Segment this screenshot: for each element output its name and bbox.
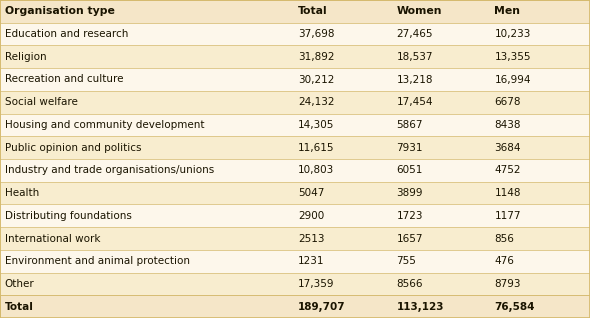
Text: 1231: 1231 (298, 256, 324, 266)
Bar (0, 0, 590, 23)
Text: 31,892: 31,892 (298, 52, 335, 62)
Bar (0, 273, 590, 295)
Text: Men: Men (494, 6, 520, 16)
Text: Distributing foundations: Distributing foundations (5, 211, 132, 221)
Bar (0, 91, 590, 114)
Text: Environment and animal protection: Environment and animal protection (5, 256, 190, 266)
Text: 3899: 3899 (396, 188, 423, 198)
Text: 13,218: 13,218 (396, 74, 433, 85)
Text: Industry and trade organisations/unions: Industry and trade organisations/unions (5, 165, 214, 175)
Bar (0, 204, 590, 227)
Text: 18,537: 18,537 (396, 52, 433, 62)
Text: 13,355: 13,355 (494, 52, 531, 62)
Text: 5867: 5867 (396, 120, 423, 130)
Text: 476: 476 (494, 256, 514, 266)
Text: 6678: 6678 (494, 97, 521, 107)
Text: 24,132: 24,132 (298, 97, 335, 107)
Text: 37,698: 37,698 (298, 29, 335, 39)
Bar (0, 250, 590, 273)
Text: 14,305: 14,305 (298, 120, 335, 130)
Text: 8438: 8438 (494, 120, 521, 130)
Text: Recreation and culture: Recreation and culture (5, 74, 123, 85)
Text: Total: Total (5, 302, 34, 312)
Bar (0, 136, 590, 159)
Text: 2513: 2513 (298, 233, 324, 244)
Bar (0, 182, 590, 204)
Text: 1177: 1177 (494, 211, 521, 221)
Text: 3684: 3684 (494, 143, 521, 153)
Text: 8566: 8566 (396, 279, 423, 289)
Text: 10,803: 10,803 (298, 165, 334, 175)
Text: 76,584: 76,584 (494, 302, 535, 312)
Bar (0, 114, 590, 136)
Text: 30,212: 30,212 (298, 74, 335, 85)
Text: 17,454: 17,454 (396, 97, 433, 107)
Bar (0, 45, 590, 68)
Text: 856: 856 (494, 233, 514, 244)
Text: 1723: 1723 (396, 211, 423, 221)
Text: International work: International work (5, 233, 100, 244)
Text: Health: Health (5, 188, 39, 198)
Bar (0, 295, 590, 318)
Text: 10,233: 10,233 (494, 29, 531, 39)
Bar (0, 68, 590, 91)
Bar (0, 159, 590, 182)
Text: 4752: 4752 (494, 165, 521, 175)
Text: 113,123: 113,123 (396, 302, 444, 312)
Text: 1148: 1148 (494, 188, 521, 198)
Text: 7931: 7931 (396, 143, 423, 153)
Bar (0, 23, 590, 45)
Text: 2900: 2900 (298, 211, 324, 221)
Bar (0, 227, 590, 250)
Text: Education and research: Education and research (5, 29, 128, 39)
Text: 16,994: 16,994 (494, 74, 531, 85)
Text: Social welfare: Social welfare (5, 97, 78, 107)
Text: 5047: 5047 (298, 188, 324, 198)
Text: 11,615: 11,615 (298, 143, 335, 153)
Text: 1657: 1657 (396, 233, 423, 244)
Text: 6051: 6051 (396, 165, 423, 175)
Text: Religion: Religion (5, 52, 47, 62)
Text: Other: Other (5, 279, 34, 289)
Text: Total: Total (298, 6, 327, 16)
Text: 189,707: 189,707 (298, 302, 346, 312)
Text: Organisation type: Organisation type (5, 6, 114, 16)
Text: 8793: 8793 (494, 279, 521, 289)
Text: Housing and community development: Housing and community development (5, 120, 204, 130)
Text: Women: Women (396, 6, 442, 16)
Text: 755: 755 (396, 256, 417, 266)
Text: 17,359: 17,359 (298, 279, 335, 289)
Text: Public opinion and politics: Public opinion and politics (5, 143, 141, 153)
Text: 27,465: 27,465 (396, 29, 433, 39)
